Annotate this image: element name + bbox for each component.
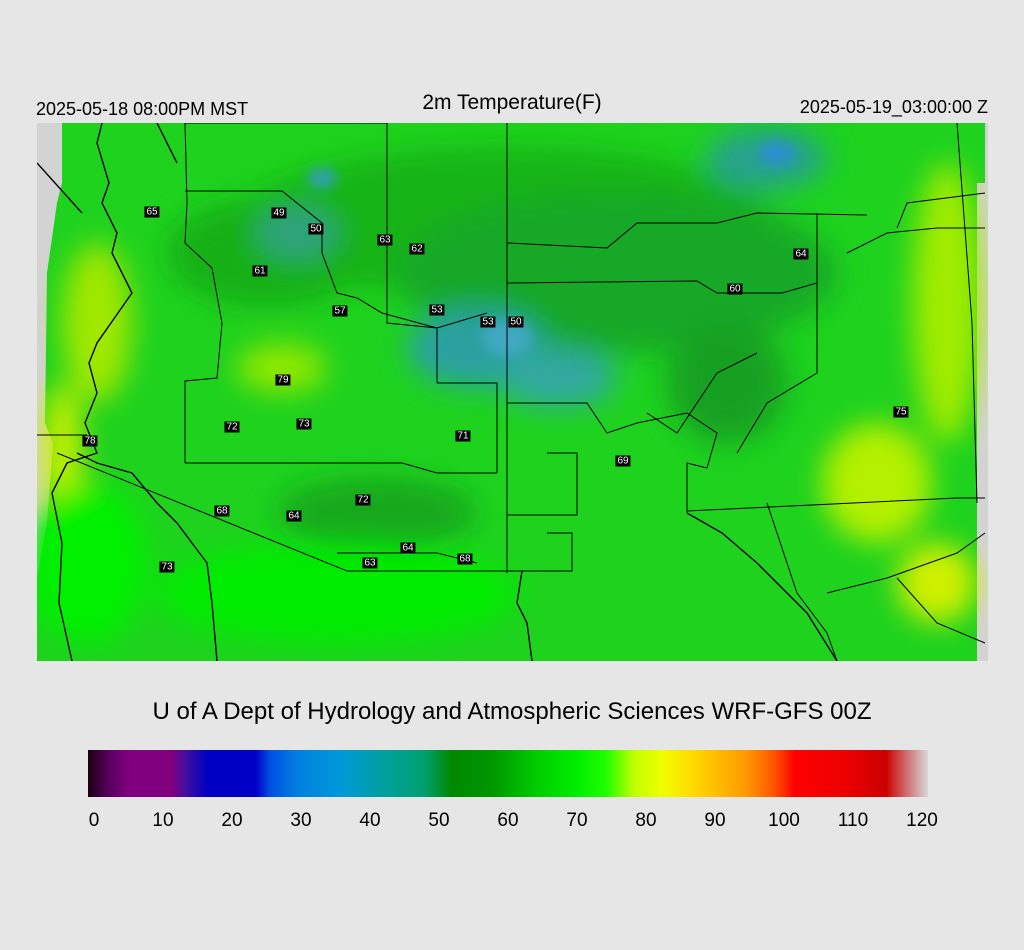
colorbar-tick: 110 (837, 810, 869, 831)
colorbar-tick: 40 (359, 810, 381, 831)
station-temp-label: 49 (271, 207, 287, 219)
station-temp-label: 68 (457, 553, 473, 565)
station-temp-label: 73 (159, 561, 175, 573)
station-temp-label: 65 (144, 206, 160, 218)
colorbar-tick: 10 (152, 810, 174, 831)
colorbar-tick: 100 (768, 810, 800, 831)
colorbar-tick: 80 (635, 810, 657, 831)
colorbar-tick: 20 (221, 810, 243, 831)
station-temp-label: 57 (332, 305, 348, 317)
station-temp-label: 53 (480, 316, 496, 328)
station-temp-label: 79 (275, 374, 291, 386)
map-title: 2m Temperature(F) (422, 91, 602, 114)
colorbar-tick: 90 (704, 810, 726, 831)
model-credit: U of A Dept of Hydrology and Atmospheric… (152, 698, 872, 725)
temperature-colorbar (88, 750, 928, 797)
station-temp-label: 64 (400, 542, 416, 554)
colorbar-tick: 30 (290, 810, 312, 831)
station-temp-label: 50 (308, 223, 324, 235)
station-temp-label: 53 (429, 304, 445, 316)
station-temp-label: 78 (82, 435, 98, 447)
valid-time-utc: 2025-05-19_03:00:00 Z (799, 97, 988, 117)
station-temp-label: 64 (793, 248, 809, 260)
station-temp-label: 72 (355, 494, 371, 506)
colorbar-tick: 70 (566, 810, 588, 831)
station-temp-label: 50 (508, 316, 524, 328)
station-temp-label: 63 (377, 234, 393, 246)
colorbar-tick: 60 (497, 810, 519, 831)
station-temp-label: 75 (893, 406, 909, 418)
station-temp-label: 64 (286, 510, 302, 522)
station-temp-label: 63 (362, 557, 378, 569)
temperature-field (27, 122, 988, 662)
station-temp-label: 60 (727, 283, 743, 295)
station-temp-label: 68 (214, 505, 230, 517)
colorbar-tick: 50 (428, 810, 450, 831)
station-temp-label: 73 (296, 418, 312, 430)
station-temp-label: 62 (409, 243, 425, 255)
temperature-map: 65 49 50 63 62 61 57 53 53 50 64 60 79 72 73 71 78 75 69 68… (27, 122, 988, 662)
colorbar-tick: 0 (88, 810, 100, 831)
station-temp-label: 61 (252, 265, 268, 277)
coastline (36, 122, 838, 662)
station-temp-label: 69 (615, 455, 631, 467)
station-temp-label: 72 (224, 421, 240, 433)
colorbar-tick: 120 (906, 810, 938, 831)
valid-time-local: 2025-05-18 08:00PM MST (36, 99, 249, 119)
station-temp-label: 71 (455, 430, 471, 442)
